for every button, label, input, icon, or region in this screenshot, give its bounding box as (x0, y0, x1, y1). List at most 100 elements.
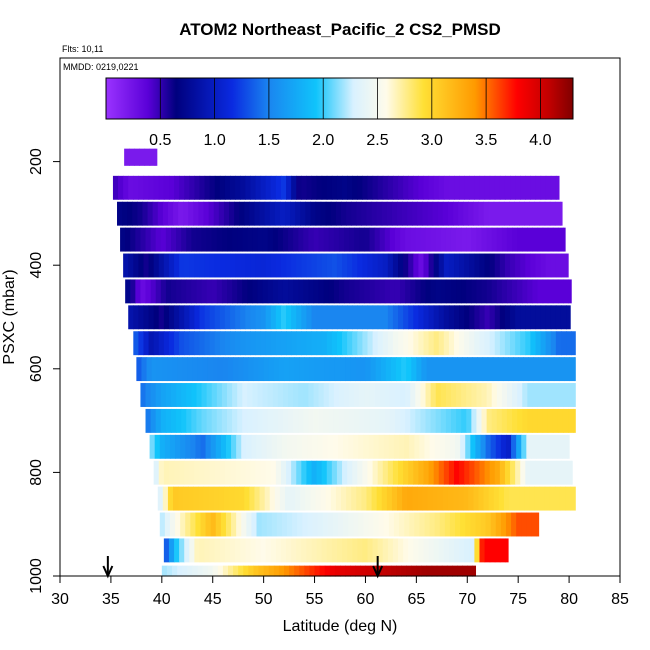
heatmap-cell (163, 331, 170, 356)
heatmap-cell (568, 383, 574, 407)
heatmap-cell (252, 227, 259, 252)
heatmap-cell (178, 201, 184, 226)
heatmap-cell (560, 460, 567, 485)
heatmap-cell (448, 305, 455, 330)
heatmap-cell (331, 305, 338, 330)
heatmap-cell (209, 305, 216, 330)
heatmap-cell (348, 434, 354, 459)
heatmap-cell (398, 253, 404, 278)
heatmap-cell (434, 434, 441, 459)
heatmap-cell (138, 253, 145, 278)
heatmap-cell (168, 538, 175, 563)
heatmap-cell (174, 460, 180, 485)
heatmap-cell (534, 201, 541, 226)
heatmap-cell (309, 565, 316, 577)
heatmap-cell (430, 279, 437, 304)
heatmap-cell (338, 408, 345, 433)
heatmap-cell (298, 408, 304, 433)
heatmap-cell (258, 565, 265, 577)
heatmap-cell (204, 331, 211, 356)
heatmap-cell (417, 201, 424, 226)
heatmap-cell (183, 486, 189, 511)
heatmap-cell (323, 408, 330, 433)
heatmap-cell (434, 512, 441, 537)
heatmap-cell (138, 305, 145, 330)
heatmap-cell (325, 201, 332, 226)
heatmap-cell (318, 227, 325, 252)
heatmap-cell (352, 305, 358, 330)
heatmap-cell (461, 279, 467, 304)
heatmap-cell (306, 538, 313, 563)
heatmap-cell (385, 565, 392, 577)
heatmap-cell (266, 434, 273, 459)
heatmap-cell (461, 227, 467, 252)
heatmap-cell (157, 201, 164, 226)
heatmap-cell (516, 512, 522, 537)
heatmap-cell (523, 357, 529, 382)
heatmap-cell (362, 538, 369, 563)
heatmap-cell (191, 408, 198, 433)
heatmap-cell (237, 227, 243, 252)
heatmap-cell (306, 253, 313, 278)
x-axis: 30 35 40 45 50 55 60 65 70 75 80 85 (51, 575, 629, 608)
heatmap-cell (458, 201, 464, 226)
heatmap-cell (127, 201, 133, 226)
heatmap-cell (270, 175, 277, 200)
heatmap-cell (459, 331, 465, 356)
heatmap-cell (255, 175, 262, 200)
heatmap-cell (235, 460, 241, 485)
heatmap-cell (400, 383, 406, 407)
heatmap-cell (408, 331, 414, 356)
heatmap-cell (177, 565, 183, 577)
heatmap-cell (288, 279, 294, 304)
heatmap-cell (189, 331, 195, 356)
heatmap-cell (204, 460, 211, 485)
heatmap-cell (184, 253, 190, 278)
heatmap-cell (532, 408, 539, 433)
heatmap-cell (367, 175, 374, 200)
heatmap-cell (362, 175, 369, 200)
heatmap-cell (184, 460, 190, 485)
down-arrow-icon (372, 556, 384, 579)
heatmap-cell (344, 408, 350, 433)
heatmap-cell (273, 357, 280, 382)
heatmap-cell (251, 434, 258, 459)
heatmap-cell (509, 486, 515, 511)
heatmap-cell (474, 305, 481, 330)
heatmap-cell (382, 175, 389, 200)
heatmap-cell (327, 434, 334, 459)
heatmap-cell (224, 538, 231, 563)
heatmap-cell (297, 512, 303, 537)
heatmap-cell (390, 357, 397, 382)
heatmap-cell (515, 253, 521, 278)
heatmap-cell (471, 279, 478, 304)
heatmap-cell (135, 279, 142, 304)
heatmap-cell (430, 383, 437, 407)
heatmap-cell (520, 305, 526, 330)
heatmap-cell (170, 383, 177, 407)
heatmap-cell (435, 383, 442, 407)
heatmap-cell (299, 357, 305, 382)
heatmap-cell (428, 305, 435, 330)
heatmap-cell (128, 175, 134, 200)
heatmap-cell (368, 434, 375, 459)
heatmap-cell (446, 357, 453, 382)
heatmap-cell (255, 305, 262, 330)
heatmap-cell (223, 486, 230, 511)
heatmap-cell (368, 512, 375, 537)
heatmap-cell (525, 175, 531, 200)
heatmap-cell (222, 357, 229, 382)
heatmap-cell (484, 305, 491, 330)
heatmap-cell (391, 201, 398, 226)
heatmap-cell (456, 383, 462, 407)
heatmap-cell (246, 434, 253, 459)
heatmap-cell (418, 253, 425, 278)
heatmap-cell (384, 227, 391, 252)
heatmap-cell (571, 331, 576, 356)
heatmap-cell (504, 175, 511, 200)
heatmap-cell (496, 227, 503, 252)
heatmap-cell (167, 201, 174, 226)
heatmap-cell (428, 538, 435, 563)
heatmap-cell (522, 227, 528, 252)
heatmap-cell (447, 201, 454, 226)
